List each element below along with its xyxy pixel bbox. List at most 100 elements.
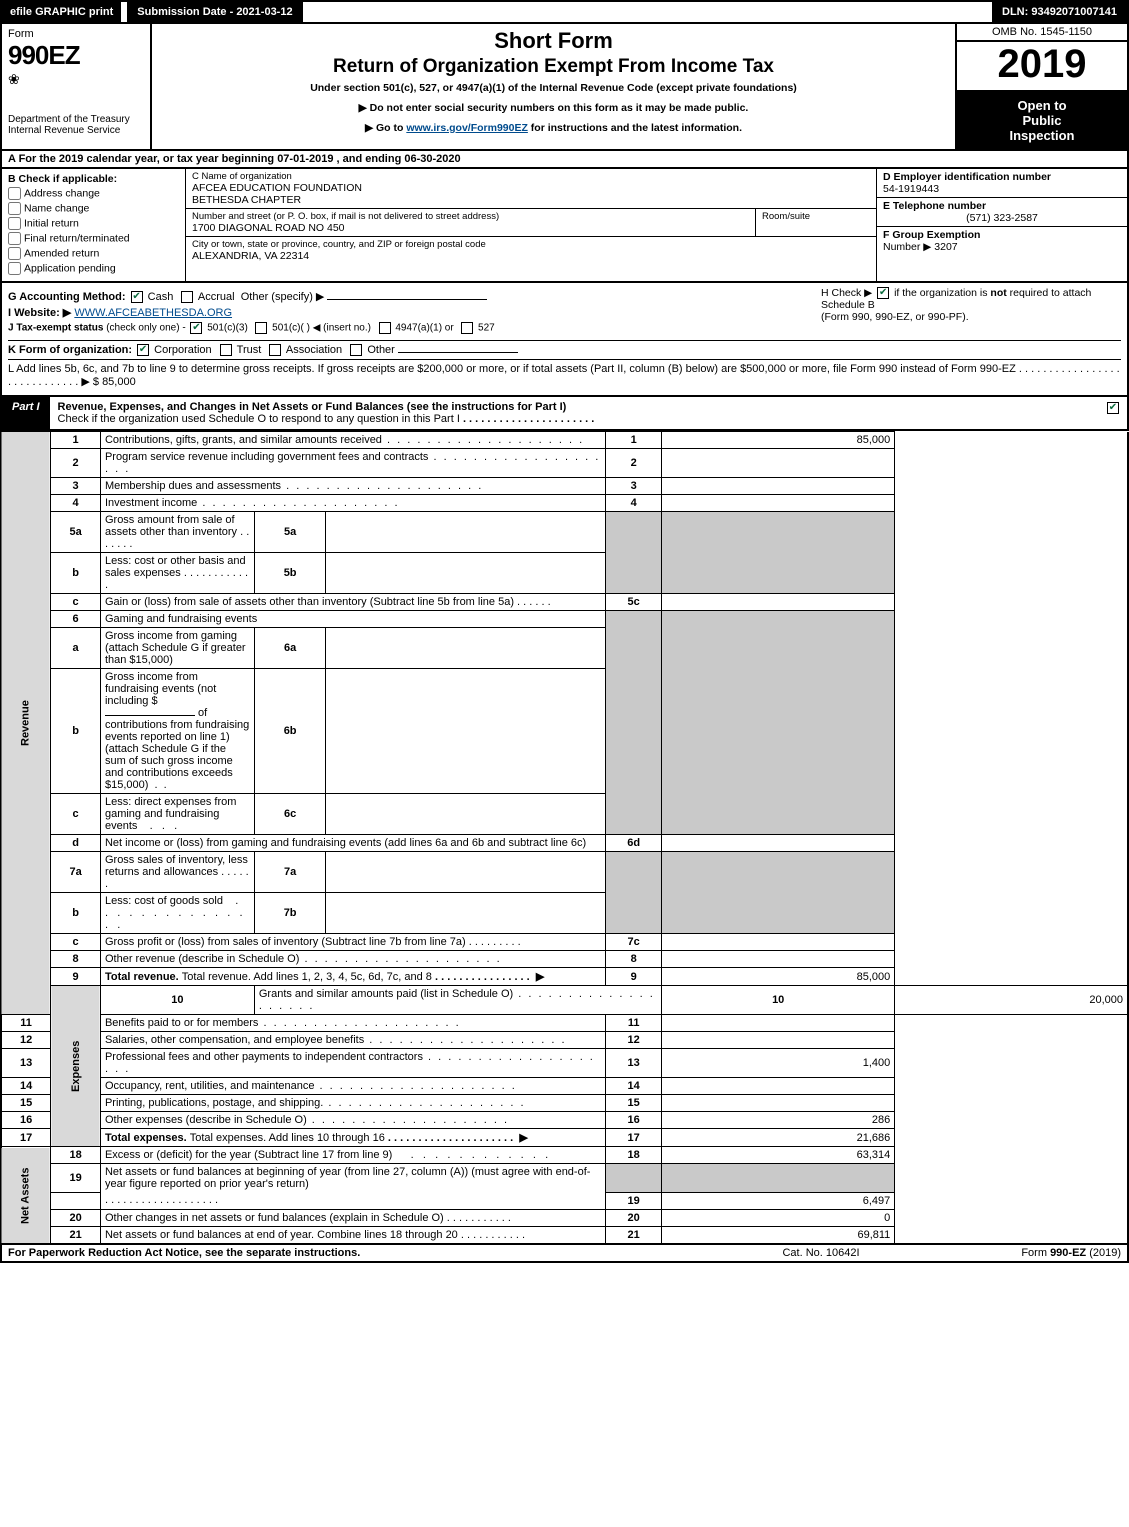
k-other-blank[interactable]	[398, 352, 518, 353]
open-l1: Open to	[1017, 98, 1066, 113]
chk-initial-return[interactable]: Initial return	[8, 217, 179, 230]
chk-address-change[interactable]: Address change	[8, 187, 179, 200]
goto-link[interactable]: www.irs.gov/Form990EZ	[406, 122, 528, 134]
line-21-val: 69,811	[662, 1226, 895, 1244]
line-9-val: 85,000	[662, 968, 895, 986]
k-trust-chk[interactable]	[220, 344, 232, 356]
g-cash-label: Cash	[148, 291, 174, 303]
line-7b-desc: Less: cost of goods sold	[105, 895, 223, 907]
part1-checkbox[interactable]: ✔	[1107, 402, 1119, 414]
line-7c: cGross profit or (loss) from sales of in…	[1, 934, 1128, 951]
top-bar: efile GRAPHIC print Submission Date - 20…	[0, 0, 1129, 24]
line-7b-subval	[326, 893, 606, 934]
k-other-label: Other	[367, 344, 395, 356]
revenue-side-label: Revenue	[1, 432, 51, 1015]
j-501c-label: 501(c)( ) ◀ (insert no.)	[272, 323, 371, 334]
ssn-warning: ▶ Do not enter social security numbers o…	[160, 102, 947, 114]
k-assoc-chk[interactable]	[269, 344, 281, 356]
line-18-desc: Excess or (deficit) for the year (Subtra…	[105, 1149, 392, 1161]
header-left: Form 990EZ ❀ Department of the Treasury …	[2, 24, 152, 149]
header-center: Short Form Return of Organization Exempt…	[152, 24, 957, 149]
h-text2: if the organization is	[894, 287, 990, 299]
chk-application-pending[interactable]: Application pending	[8, 262, 179, 275]
chk-name-change[interactable]: Name change	[8, 202, 179, 215]
chk-amended-return[interactable]: Amended return	[8, 247, 179, 260]
form-ref: Form 990-EZ (2019)	[921, 1247, 1121, 1259]
line-18-val: 63,314	[662, 1147, 895, 1164]
line-5c: cGain or (loss) from sale of assets othe…	[1, 594, 1128, 611]
line-1-desc: Contributions, gifts, grants, and simila…	[105, 434, 382, 446]
j-501c-chk[interactable]	[255, 322, 267, 334]
org-name-cell: C Name of organization AFCEA EDUCATION F…	[186, 169, 876, 209]
form-number: 990EZ	[8, 40, 144, 71]
line-20: 20Other changes in net assets or fund ba…	[1, 1209, 1128, 1226]
form-header: Form 990EZ ❀ Department of the Treasury …	[0, 24, 1129, 151]
line-13-val: 1,400	[662, 1049, 895, 1078]
j-501c3-chk[interactable]	[190, 322, 202, 334]
phone-value: (571) 323-2587	[883, 212, 1121, 224]
k-corp-chk[interactable]	[137, 344, 149, 356]
h-checkbox[interactable]	[877, 287, 889, 299]
part1-label: Part I	[2, 397, 50, 429]
j-label: J Tax-exempt status	[8, 323, 103, 334]
paperwork-notice: For Paperwork Reduction Act Notice, see …	[8, 1247, 721, 1259]
j-row: J Tax-exempt status (check only one) - 5…	[8, 322, 1121, 334]
line-21-desc: Net assets or fund balances at end of ye…	[105, 1229, 458, 1241]
line-6c: cLess: direct expenses from gaming and f…	[1, 794, 1128, 835]
line-6: 6Gaming and fundraising events	[1, 611, 1128, 628]
k-other-chk[interactable]	[350, 344, 362, 356]
line-14-val	[662, 1078, 895, 1095]
line-6b-subval	[326, 669, 606, 794]
line-5b-subno: 5b	[254, 553, 326, 594]
expenses-side-label: Expenses	[51, 986, 101, 1147]
h-text4: (Form 990, 990-EZ, or 990-PF).	[821, 311, 969, 323]
line-7c-val	[662, 934, 895, 951]
line-3-desc: Membership dues and assessments	[105, 480, 281, 492]
col-b-label: B Check if applicable:	[8, 173, 179, 185]
j-527-chk[interactable]	[461, 322, 473, 334]
line-10-val: 20,000	[895, 986, 1128, 1015]
line-5b-desc: Less: cost or other basis and sales expe…	[105, 555, 246, 579]
lines-table: Revenue 1 Contributions, gifts, grants, …	[0, 431, 1129, 1245]
line-19a: 19Net assets or fund balances at beginni…	[1, 1164, 1128, 1193]
city-label: City or town, state or province, country…	[192, 239, 870, 250]
line-7b: bLess: cost of goods sold . . . . . . . …	[1, 893, 1128, 934]
line-18: Net Assets 18Excess or (deficit) for the…	[1, 1147, 1128, 1164]
line-12-val	[662, 1032, 895, 1049]
line-2-desc: Program service revenue including govern…	[105, 451, 428, 463]
k-label: K Form of organization:	[8, 344, 132, 356]
line-7c-desc: Gross profit or (loss) from sales of inv…	[105, 936, 466, 948]
goto-suffix: for instructions and the latest informat…	[528, 122, 742, 134]
return-title: Return of Organization Exempt From Incom…	[160, 56, 947, 78]
line-11-desc: Benefits paid to or for members	[105, 1017, 258, 1029]
line-5a-subno: 5a	[254, 512, 326, 553]
col-def: D Employer identification number 54-1919…	[877, 169, 1127, 281]
netassets-side-label: Net Assets	[1, 1147, 51, 1244]
line-2-val	[662, 449, 895, 478]
line-19-desc: Net assets or fund balances at beginning…	[100, 1164, 605, 1193]
g-cash-chk[interactable]	[131, 291, 143, 303]
g-other-blank[interactable]	[327, 299, 487, 300]
line-12-desc: Salaries, other compensation, and employ…	[105, 1034, 364, 1046]
line-20-val: 0	[662, 1209, 895, 1226]
k-row: K Form of organization: Corporation Trus…	[8, 340, 1121, 356]
line-5a-subval	[326, 512, 606, 553]
g-accrual-chk[interactable]	[181, 291, 193, 303]
line-6d: dNet income or (loss) from gaming and fu…	[1, 835, 1128, 852]
part1-title-wrap: Revenue, Expenses, and Changes in Net As…	[50, 397, 1099, 429]
room-cell: Room/suite	[756, 209, 876, 236]
line-6a: aGross income from gaming (attach Schedu…	[1, 628, 1128, 669]
l-amount-prefix: ▶ $	[81, 376, 99, 388]
line-6a-subval	[326, 628, 606, 669]
gl-block: H Check ▶ if the organization is not req…	[0, 283, 1129, 397]
line-1: Revenue 1 Contributions, gifts, grants, …	[1, 432, 1128, 449]
efile-label: efile GRAPHIC print	[2, 2, 121, 22]
line-6a-desc: Gross income from gaming (attach Schedul…	[100, 628, 254, 669]
line-9-desc: Total revenue. Add lines 1, 2, 3, 4, 5c,…	[182, 971, 432, 983]
chk-final-return[interactable]: Final return/terminated	[8, 232, 179, 245]
part1-title: Revenue, Expenses, and Changes in Net As…	[58, 401, 567, 413]
j-4947-chk[interactable]	[379, 322, 391, 334]
website-link[interactable]: WWW.AFCEABETHESDA.ORG	[74, 307, 232, 319]
line-11: 11Benefits paid to or for members11	[1, 1015, 1128, 1032]
l-row: L Add lines 5b, 6c, and 7b to line 9 to …	[8, 359, 1121, 388]
